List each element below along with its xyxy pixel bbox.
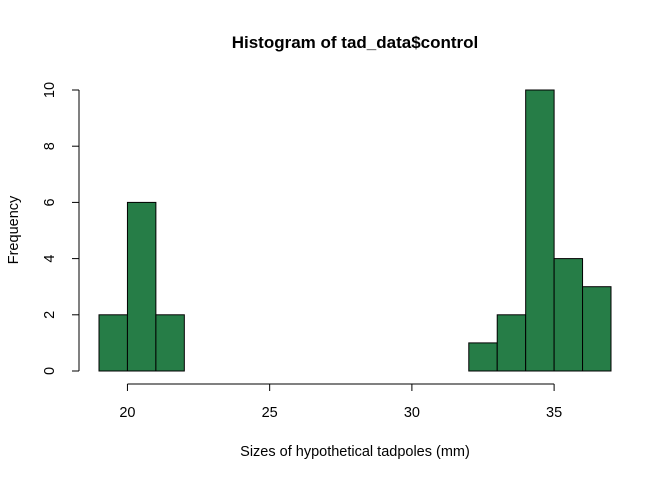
y-tick-label: 4 xyxy=(42,255,58,263)
bars-group xyxy=(98,89,612,372)
histogram-bar xyxy=(468,342,498,372)
x-tick-label: 20 xyxy=(119,405,135,421)
y-axis-label: Frequency xyxy=(6,195,22,264)
histogram-bar xyxy=(126,201,157,372)
x-tick-label: 30 xyxy=(404,405,420,421)
histogram-bar xyxy=(155,314,185,372)
x-tick-label: 35 xyxy=(546,405,562,421)
histogram-bar xyxy=(496,314,527,372)
histogram-bar xyxy=(582,286,612,372)
y-tick-label: 6 xyxy=(42,198,58,206)
histogram-bar xyxy=(98,314,128,372)
x-tick-label: 25 xyxy=(262,405,278,421)
chart-title: Histogram of tad_data$control xyxy=(232,33,479,52)
x-axis: 20 25 30 35 xyxy=(119,383,562,421)
y-tick-label: 10 xyxy=(42,82,58,98)
y-axis: 0 2 4 6 8 10 xyxy=(42,82,80,375)
y-tick-label: 8 xyxy=(42,142,58,150)
histogram-bar xyxy=(553,258,584,372)
x-axis-label: Sizes of hypothetical tadpoles (mm) xyxy=(240,444,470,460)
y-tick-label: 0 xyxy=(42,367,58,375)
histogram-bar xyxy=(525,89,555,372)
y-tick-label: 2 xyxy=(42,311,58,319)
